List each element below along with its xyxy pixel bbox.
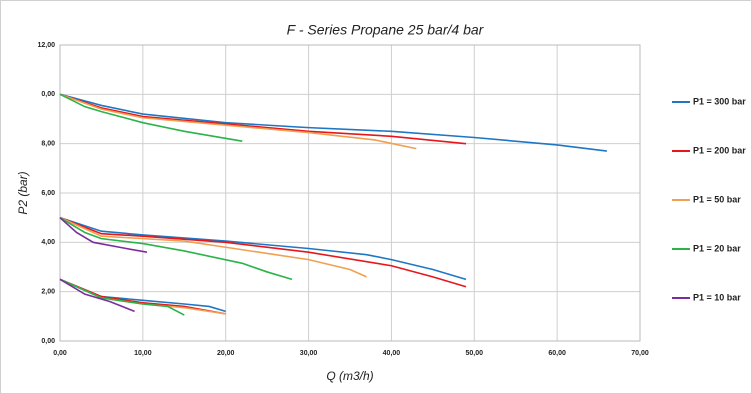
- x-axis-label: Q (m3/h): [326, 369, 373, 383]
- y-tick-label: 6,00: [41, 190, 55, 197]
- x-tick-label: 50,00: [466, 350, 484, 357]
- chart-title: F - Series Propane 25 bar/4 bar: [287, 22, 485, 38]
- x-tick-label: 20,00: [217, 350, 235, 357]
- x-tick-label: 60,00: [548, 350, 566, 357]
- y-tick-label: 4,00: [41, 239, 55, 246]
- y-axis-label: P2 (bar): [16, 171, 30, 214]
- legend-label: P1 = 300 bar: [693, 96, 746, 106]
- series-line: [59, 93, 293, 316]
- plot-frame: [59, 44, 641, 342]
- legend-label: P1 = 200 bar: [693, 145, 746, 155]
- y-tick-label: 0,00: [41, 91, 55, 98]
- x-tick-label: 10,00: [134, 350, 152, 357]
- legend-label: P1 = 50 bar: [693, 194, 741, 204]
- y-tick-label: 8,00: [41, 141, 55, 148]
- y-tick-label: 2,00: [41, 289, 55, 296]
- x-tick-label: 70,00: [631, 350, 649, 357]
- series-line: [59, 217, 148, 313]
- x-tick-label: 30,00: [300, 350, 318, 357]
- x-tick-label: 0,00: [53, 350, 67, 357]
- y-tick-label: 12,00: [37, 42, 55, 49]
- legend-label: P1 = 10 bar: [693, 292, 741, 302]
- legend-label: P1 = 20 bar: [693, 243, 741, 253]
- y-tick-label: 0,00: [41, 338, 55, 345]
- x-tick-label: 40,00: [383, 350, 401, 357]
